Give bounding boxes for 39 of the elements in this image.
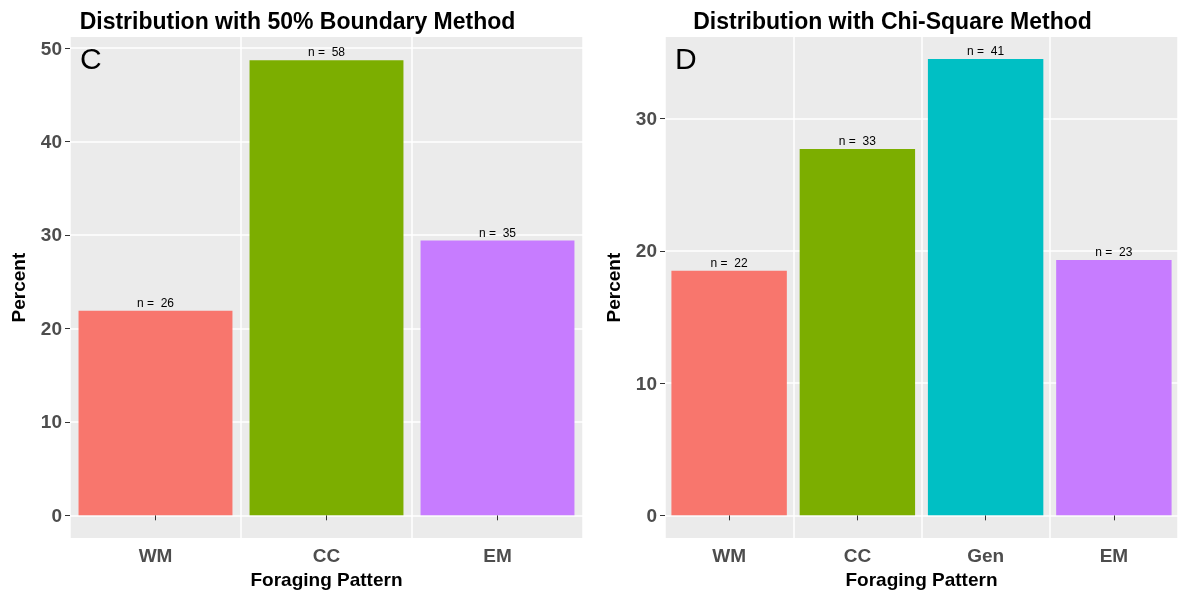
x-tick-label: WM (712, 545, 747, 567)
y-tick-label: 10 (40, 411, 62, 433)
chart-title: Distribution with Chi-Square Method (693, 7, 1092, 34)
annotation: D (675, 41, 697, 75)
bar (78, 310, 233, 516)
bar (799, 149, 916, 516)
y-tick-label: 40 (40, 130, 62, 152)
annotation: C (80, 41, 102, 75)
bar (249, 60, 404, 516)
y-tick-label: 10 (635, 372, 657, 394)
x-tick-label: EM (483, 545, 512, 567)
bar (1056, 260, 1172, 516)
bar (927, 59, 1044, 516)
annotation: n = 33 (838, 134, 877, 149)
annotation: n = 26 (136, 295, 175, 310)
annotation: n = 41 (967, 44, 1005, 59)
y-tick-label: 0 (646, 504, 657, 526)
x-tick-label: CC (843, 545, 872, 567)
y-tick-label: 50 (40, 37, 62, 59)
x-tick-label: EM (1099, 545, 1129, 567)
x-tick-label: WM (138, 545, 173, 567)
bar (420, 240, 575, 516)
y-tick-label: 20 (635, 240, 657, 262)
x-axis-title: Foraging Pattern (845, 569, 998, 590)
y-axis-title: Percent (603, 252, 624, 323)
y-tick-label: 20 (40, 317, 62, 339)
chart-title: Distribution with 50% Boundary Method (79, 7, 516, 34)
annotation: n = 35 (478, 225, 517, 240)
annotation: n = 22 (710, 255, 748, 270)
x-tick-label: CC (312, 545, 341, 567)
annotation: n = 23 (1095, 245, 1133, 260)
bar (671, 270, 787, 516)
y-tick-label: 30 (635, 108, 657, 130)
annotation: n = 58 (307, 45, 346, 60)
y-tick-label: 30 (40, 224, 62, 246)
y-tick-label: 0 (51, 504, 62, 526)
x-tick-label: Gen (967, 545, 1005, 567)
x-axis-title: Foraging Pattern (250, 569, 403, 590)
y-axis-title: Percent (8, 252, 29, 323)
